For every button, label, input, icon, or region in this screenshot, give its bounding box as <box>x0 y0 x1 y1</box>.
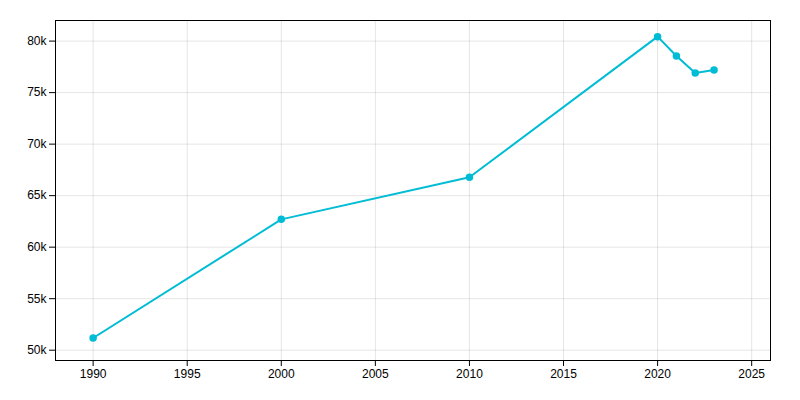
svg-text:2020: 2020 <box>644 367 671 381</box>
svg-text:65k: 65k <box>27 188 47 202</box>
svg-text:1995: 1995 <box>174 367 201 381</box>
svg-text:80k: 80k <box>27 34 47 48</box>
svg-text:75k: 75k <box>27 85 47 99</box>
svg-text:70k: 70k <box>27 137 47 151</box>
svg-text:2025: 2025 <box>738 367 765 381</box>
svg-text:2000: 2000 <box>268 367 295 381</box>
svg-text:1990: 1990 <box>80 367 107 381</box>
svg-text:2005: 2005 <box>362 367 389 381</box>
svg-text:2015: 2015 <box>550 367 577 381</box>
svg-text:60k: 60k <box>27 240 47 254</box>
svg-text:50k: 50k <box>27 343 47 357</box>
svg-text:2010: 2010 <box>456 367 483 381</box>
svg-text:55k: 55k <box>27 292 47 306</box>
